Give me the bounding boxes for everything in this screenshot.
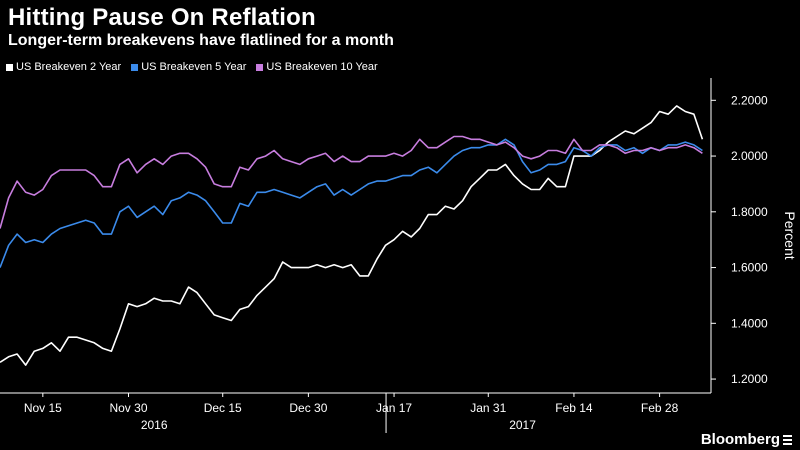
series-line-2y: [0, 105, 704, 366]
series-line-10y: [0, 135, 703, 229]
y-tick-label: 2.2000: [731, 93, 768, 107]
y-axis-label: Percent: [782, 211, 798, 259]
chart-title: Hitting Pause On Reflation: [8, 4, 316, 31]
x-tick-label: Feb 28: [641, 401, 679, 415]
year-label: 2016: [141, 418, 168, 432]
x-tick-label: Nov 15: [24, 401, 62, 415]
y-tick-label: 1.4000: [731, 316, 768, 330]
legend-item-5y: US Breakeven 5 Year: [131, 61, 246, 73]
x-tick-label: Dec 30: [289, 401, 327, 415]
legend-swatch-10y: [256, 63, 264, 71]
y-tick-label: 1.8000: [731, 205, 768, 219]
legend-swatch-2y: [6, 63, 13, 71]
legend: US Breakeven 2 Year US Breakeven 5 Year …: [6, 61, 378, 73]
x-tick-label: Nov 30: [109, 401, 147, 415]
legend-label-2y: US Breakeven 2 Year: [16, 61, 122, 73]
x-tick-label: Dec 15: [204, 401, 242, 415]
logo-text: Bloomberg: [700, 431, 780, 448]
series-line-5y: [0, 138, 703, 268]
legend-item-2y: US Breakeven 2 Year: [6, 61, 121, 73]
y-tick-label: 1.2000: [731, 372, 768, 386]
bloomberg-terminal-icon: [783, 434, 792, 445]
x-tick-label: Jan 17: [376, 401, 412, 415]
x-tick-label: Feb 14: [555, 401, 593, 415]
legend-label-10y: US Breakeven 10 Year: [266, 61, 378, 73]
x-tick-label: Jan 31: [470, 401, 506, 415]
bloomberg-logo: Bloomberg: [701, 431, 792, 448]
legend-item-10y: US Breakeven 10 Year: [256, 61, 378, 73]
chart-subtitle: Longer-term breakevens have flatlined fo…: [8, 32, 394, 49]
legend-swatch-5y: [131, 63, 139, 71]
y-tick-label: 2.0000: [731, 149, 768, 163]
legend-label-5y: US Breakeven 5 Year: [141, 61, 247, 73]
y-tick-label: 1.6000: [731, 261, 768, 275]
year-label: 2017: [509, 418, 536, 432]
